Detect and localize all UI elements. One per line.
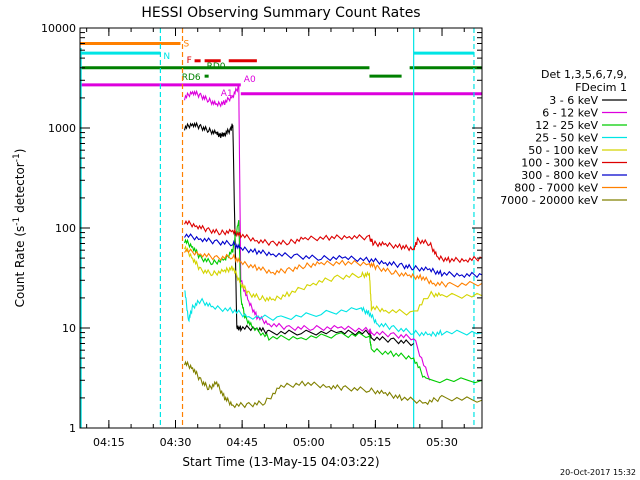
flag-bars: S N F RD0 RD6 A0 A1 (80, 39, 482, 99)
series-line-8 (184, 248, 483, 288)
y-tick-label: 10 (62, 322, 76, 335)
y-axis-label-main: Count Rate (s (13, 226, 27, 308)
footer-date: 20-Oct-2017 15:32 (560, 468, 636, 477)
series-line-9 (183, 360, 483, 409)
x-tick-label: 04:30 (160, 436, 192, 449)
y-tick-label: 10000 (41, 22, 76, 35)
legend-label: 800 - 7000 keV (514, 182, 598, 195)
x-tick-label: 04:45 (226, 436, 258, 449)
legend-label: 12 - 25 keV (535, 119, 598, 132)
legend-label: 3 - 6 keV (549, 94, 598, 107)
legend-header-1: Det 1,3,5,6,7,9, (541, 68, 627, 81)
x-axis-label: Start Time (13-May-15 04:03:22) (182, 455, 379, 469)
legend-label: 6 - 12 keV (542, 107, 598, 120)
plot-frame (79, 27, 483, 429)
series-line-7 (184, 233, 483, 279)
y-tick-label: 100 (55, 222, 76, 235)
y-tick-label: 1000 (48, 122, 76, 135)
x-tick-label: 05:15 (360, 436, 392, 449)
series-line-3 (183, 220, 483, 384)
y-axis-label-sup1: -1 (12, 217, 22, 226)
y-axis-label-sup2: -1 (12, 153, 22, 162)
flag-label-a0: A0 (244, 75, 256, 85)
x-tick-label: 05:00 (293, 436, 325, 449)
series-line-6 (184, 219, 483, 264)
legend-label: 300 - 800 keV (521, 169, 598, 182)
legend-header-2: FDecim 1 (575, 81, 627, 94)
flag-label-f: F (187, 56, 192, 66)
x-tick-label: 04:15 (93, 436, 125, 449)
y-axis-label-mid: detector (13, 162, 27, 217)
series-line-5 (183, 245, 483, 316)
time-markers (80, 28, 475, 428)
chart-title: HESSI Observing Summary Count Rates (141, 5, 420, 21)
flag-label-a1: A1 (221, 89, 233, 99)
legend-label: 50 - 100 keV (528, 144, 598, 157)
x-tick-label: 05:30 (426, 436, 458, 449)
y-axis-ticks: 1 10 100 1000 10000 (41, 22, 482, 435)
flag-label-n: N (163, 52, 170, 62)
x-axis-ticks: 04:15 04:30 04:45 05:00 05:15 05:30 (86, 28, 465, 449)
legend-label: 100 - 300 keV (521, 157, 598, 170)
flag-label-rd6: RD6 (182, 73, 201, 83)
y-axis-label-end: ) (13, 149, 27, 154)
series-line-2 (183, 83, 431, 381)
legend-label: 25 - 50 keV (535, 132, 598, 145)
flag-label-rd0: RD0 (207, 62, 226, 72)
flag-label-s: S (184, 39, 190, 49)
y-tick-label: 1 (69, 422, 76, 435)
series-lines (183, 83, 483, 409)
series-line-4 (184, 290, 483, 338)
legend-label: 7000 - 20000 keV (500, 194, 598, 207)
y-axis-label: Count Rate (s-1 detector-1) (12, 149, 27, 308)
